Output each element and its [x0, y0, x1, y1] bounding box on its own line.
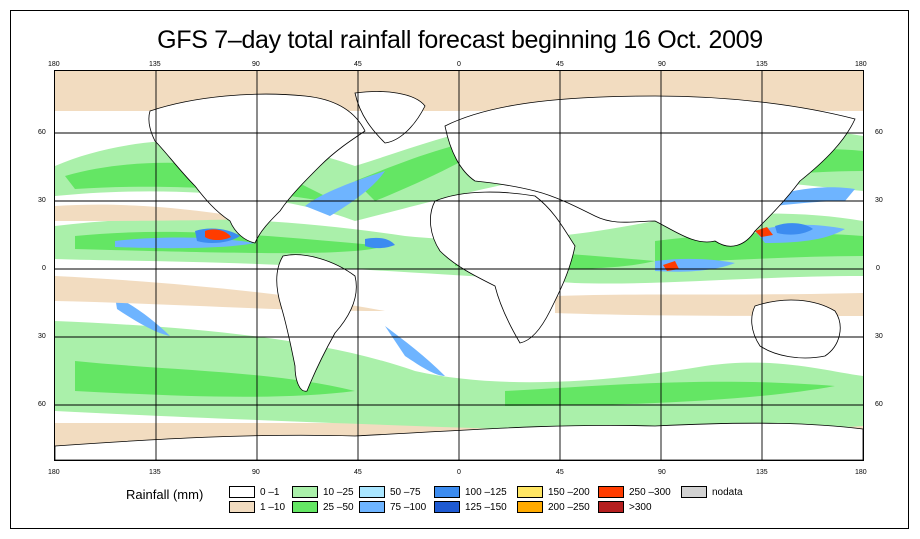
legend-swatch	[292, 486, 318, 498]
legend-label: 150 –200	[548, 486, 590, 498]
legend-label: 125 –150	[465, 501, 507, 513]
legend-title: Rainfall (mm)	[126, 487, 204, 502]
legend-item: 1 –10	[229, 500, 285, 514]
legend-label: 50 –75	[390, 486, 421, 498]
legend-label: 200 –250	[548, 501, 590, 513]
legend-swatch	[598, 486, 624, 498]
legend-label: 10 –25	[323, 486, 354, 498]
lon-label-top: 135	[149, 61, 161, 68]
legend-item: 75 –100	[359, 500, 426, 514]
lon-label-bottom: 0	[457, 469, 461, 476]
rainfall-map-svg	[55, 71, 863, 460]
legend-swatch	[229, 486, 255, 498]
legend-item: >300	[598, 500, 652, 514]
lon-label-bottom: 135	[149, 469, 161, 476]
band-itcz-blue	[115, 224, 845, 272]
legend-item: 10 –25	[292, 485, 354, 499]
legend-label: 25 –50	[323, 501, 354, 513]
lon-label-top: 90	[658, 61, 666, 68]
lat-label-left: 60	[38, 401, 46, 408]
map-title: GFS 7–day total rainfall forecast beginn…	[157, 26, 763, 54]
legend-swatch	[292, 501, 318, 513]
legend-swatch	[434, 501, 460, 513]
lon-label-top: 0	[457, 61, 461, 68]
legend-swatch	[681, 486, 707, 498]
legend-label: 1 –10	[260, 501, 286, 513]
lon-label-bottom: 45	[354, 469, 362, 476]
outline-africa	[430, 191, 576, 344]
lon-label-bottom: 135	[756, 469, 768, 476]
graticule	[55, 71, 863, 460]
outline-greenland	[354, 91, 426, 144]
lon-label-bottom: 180	[48, 469, 60, 476]
lon-label-top: 180	[48, 61, 60, 68]
legend-label: 250 –300	[629, 486, 671, 498]
legend-item: 100 –125	[434, 485, 507, 499]
legend-swatch	[517, 486, 543, 498]
lat-label-left: 30	[38, 197, 46, 204]
legend-item: 125 –150	[434, 500, 507, 514]
legend-item: 25 –50	[292, 500, 354, 514]
lon-label-top: 135	[756, 61, 768, 68]
legend-swatch	[229, 501, 255, 513]
lat-label-left: 0	[42, 265, 46, 272]
legend-item: nodata	[681, 485, 743, 499]
legend-swatch	[517, 501, 543, 513]
lat-label-right: 60	[875, 401, 883, 408]
outline-australia	[751, 299, 841, 359]
lat-label-right: 30	[875, 333, 883, 340]
lat-label-left: 60	[38, 129, 46, 136]
legend-item: 150 –200	[517, 485, 590, 499]
legend-label: >300	[629, 501, 652, 513]
lat-label-right: 60	[875, 129, 883, 136]
outline-south-america	[276, 254, 357, 392]
lon-label-top: 90	[252, 61, 260, 68]
lat-label-right: 30	[875, 197, 883, 204]
rainfall-map	[54, 70, 864, 461]
legend-swatch	[598, 501, 624, 513]
legend-label: 100 –125	[465, 486, 507, 498]
legend-item: 250 –300	[598, 485, 671, 499]
figure-frame	[10, 10, 909, 529]
band-south-storm-core	[75, 361, 835, 406]
lat-label-right: 0	[876, 265, 880, 272]
lon-label-bottom: 45	[556, 469, 564, 476]
legend-label: 0 –1	[260, 486, 280, 498]
lon-label-bottom: 90	[658, 469, 666, 476]
lat-label-left: 30	[38, 333, 46, 340]
legend-swatch	[359, 501, 385, 513]
legend-label: nodata	[712, 486, 743, 498]
lon-label-top: 45	[354, 61, 362, 68]
legend-item: 200 –250	[517, 500, 590, 514]
lon-label-bottom: 180	[855, 469, 867, 476]
legend-item: 50 –75	[359, 485, 421, 499]
legend-swatch	[434, 486, 460, 498]
lon-label-bottom: 90	[252, 469, 260, 476]
legend-label: 75 –100	[390, 501, 427, 513]
outline-eurasia	[444, 95, 856, 247]
lon-label-top: 45	[556, 61, 564, 68]
lon-label-top: 180	[855, 61, 867, 68]
legend-item: 0 –1	[229, 485, 279, 499]
legend-swatch	[359, 486, 385, 498]
